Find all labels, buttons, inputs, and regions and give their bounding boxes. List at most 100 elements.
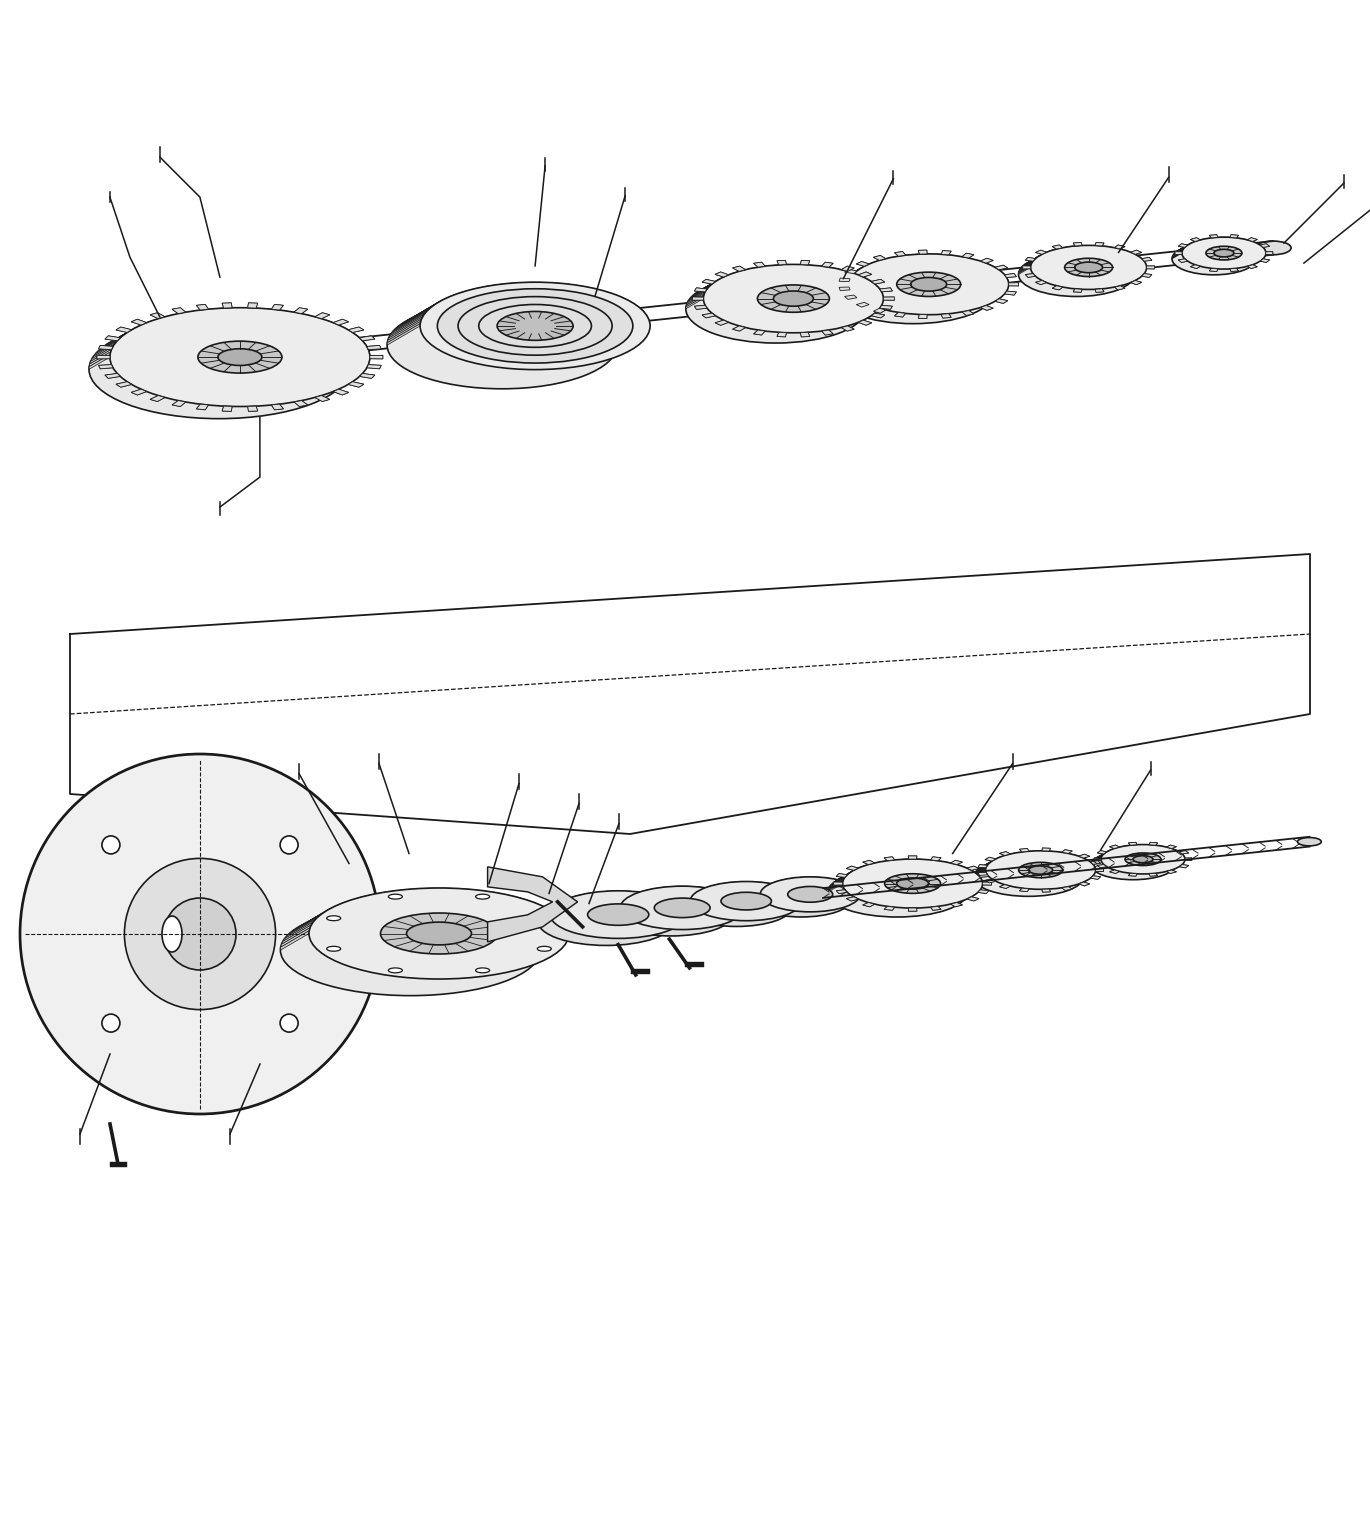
- Polygon shape: [858, 272, 871, 278]
- Polygon shape: [342, 893, 379, 911]
- Polygon shape: [1166, 870, 1177, 873]
- Polygon shape: [836, 873, 847, 877]
- Polygon shape: [562, 894, 580, 904]
- Polygon shape: [951, 861, 963, 865]
- Polygon shape: [838, 287, 849, 290]
- Polygon shape: [1095, 288, 1104, 293]
- Polygon shape: [333, 319, 348, 325]
- Polygon shape: [1210, 235, 1218, 238]
- Polygon shape: [878, 256, 897, 265]
- Polygon shape: [1121, 253, 1136, 261]
- Polygon shape: [977, 862, 991, 870]
- Polygon shape: [827, 879, 844, 888]
- Polygon shape: [995, 265, 1008, 270]
- Polygon shape: [463, 891, 499, 910]
- Polygon shape: [1047, 851, 1062, 859]
- Ellipse shape: [1030, 245, 1147, 290]
- Polygon shape: [523, 911, 556, 931]
- Polygon shape: [610, 310, 644, 331]
- Polygon shape: [841, 265, 855, 272]
- Polygon shape: [1218, 238, 1229, 242]
- Polygon shape: [1106, 848, 1117, 854]
- Polygon shape: [674, 887, 692, 893]
- Polygon shape: [947, 867, 964, 876]
- Polygon shape: [838, 272, 856, 282]
- Polygon shape: [1110, 870, 1119, 873]
- Ellipse shape: [974, 858, 1084, 896]
- Polygon shape: [673, 910, 686, 919]
- Polygon shape: [1147, 845, 1159, 851]
- Ellipse shape: [1019, 862, 1063, 877]
- Polygon shape: [788, 265, 810, 275]
- Polygon shape: [590, 298, 627, 319]
- Polygon shape: [1110, 870, 1119, 873]
- Polygon shape: [851, 893, 860, 899]
- Polygon shape: [977, 864, 989, 871]
- Polygon shape: [982, 882, 992, 885]
- Polygon shape: [616, 321, 649, 342]
- Polygon shape: [963, 261, 981, 270]
- Polygon shape: [701, 313, 715, 318]
- Polygon shape: [1130, 250, 1141, 255]
- Polygon shape: [1018, 265, 1032, 273]
- Polygon shape: [834, 882, 843, 885]
- Polygon shape: [873, 308, 886, 313]
- Polygon shape: [1171, 252, 1182, 259]
- Polygon shape: [834, 881, 847, 888]
- Polygon shape: [138, 316, 166, 330]
- Polygon shape: [282, 922, 314, 942]
- Polygon shape: [819, 877, 833, 884]
- Polygon shape: [1077, 861, 1091, 870]
- Polygon shape: [695, 305, 707, 310]
- Polygon shape: [992, 854, 1007, 862]
- Polygon shape: [764, 881, 778, 888]
- Polygon shape: [534, 919, 564, 939]
- Polygon shape: [196, 403, 208, 410]
- Polygon shape: [610, 891, 629, 897]
- Polygon shape: [1171, 853, 1182, 859]
- Polygon shape: [741, 267, 763, 278]
- Polygon shape: [1180, 865, 1189, 868]
- Polygon shape: [859, 287, 878, 298]
- Polygon shape: [1112, 847, 1125, 853]
- Ellipse shape: [827, 868, 967, 917]
- Polygon shape: [962, 310, 974, 316]
- Polygon shape: [1249, 244, 1260, 250]
- Polygon shape: [873, 256, 886, 261]
- Polygon shape: [847, 897, 859, 900]
- Polygon shape: [315, 396, 330, 402]
- Polygon shape: [1115, 252, 1129, 259]
- Polygon shape: [1222, 238, 1234, 244]
- Ellipse shape: [1206, 247, 1241, 259]
- Polygon shape: [1115, 845, 1126, 851]
- Ellipse shape: [110, 308, 370, 407]
- Ellipse shape: [1171, 242, 1256, 275]
- Polygon shape: [632, 890, 648, 897]
- Polygon shape: [764, 264, 786, 275]
- Polygon shape: [1255, 249, 1265, 256]
- Polygon shape: [569, 894, 586, 902]
- Polygon shape: [1119, 845, 1130, 851]
- Polygon shape: [1092, 856, 1101, 862]
- Polygon shape: [175, 310, 203, 322]
- Polygon shape: [1173, 854, 1182, 861]
- Polygon shape: [626, 891, 643, 899]
- Polygon shape: [1251, 245, 1262, 252]
- Polygon shape: [1081, 865, 1095, 873]
- Polygon shape: [344, 344, 367, 359]
- Ellipse shape: [101, 836, 121, 854]
- Polygon shape: [1091, 859, 1101, 865]
- Polygon shape: [529, 284, 569, 304]
- Polygon shape: [1247, 242, 1258, 250]
- Ellipse shape: [537, 946, 551, 951]
- Polygon shape: [692, 888, 706, 894]
- Polygon shape: [871, 279, 885, 284]
- Polygon shape: [717, 272, 738, 284]
- Polygon shape: [1052, 285, 1063, 290]
- Polygon shape: [475, 282, 514, 302]
- Polygon shape: [1128, 845, 1140, 850]
- Polygon shape: [1023, 265, 1030, 268]
- Polygon shape: [992, 278, 1008, 288]
- Ellipse shape: [162, 916, 182, 953]
- Polygon shape: [1137, 845, 1148, 850]
